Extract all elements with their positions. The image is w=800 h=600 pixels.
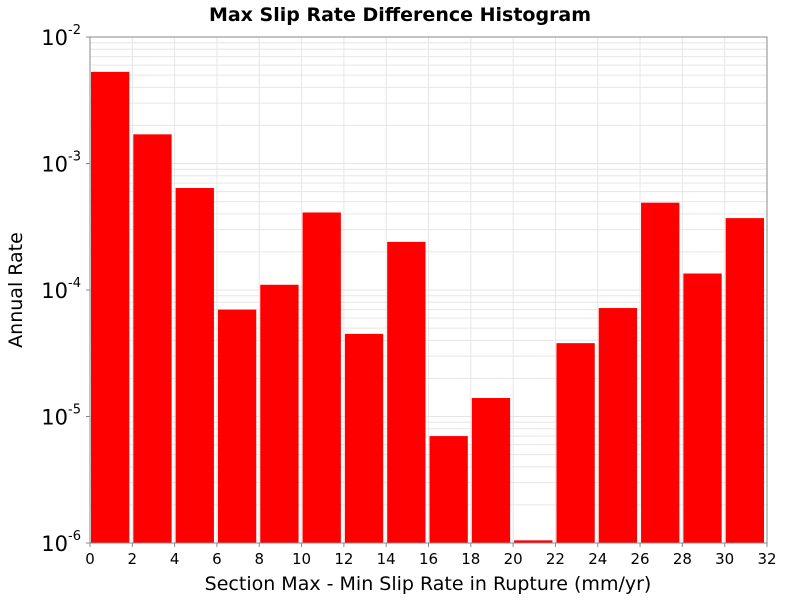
y-tick-label: 10-4 xyxy=(41,276,81,303)
x-tick-label: 14 xyxy=(377,550,396,568)
x-tick-label: 2 xyxy=(128,550,138,568)
x-tick-label: 28 xyxy=(673,550,692,568)
histogram-bar xyxy=(429,436,468,543)
x-tick-label: 0 xyxy=(85,550,95,568)
histogram-bar xyxy=(175,188,214,543)
histogram-bar xyxy=(217,309,257,543)
histogram-bar xyxy=(91,71,130,544)
x-ticks: 0 2 4 6 8 10 12 14 16 18 20 22 24 26 28 30 32 xyxy=(85,543,777,568)
x-tick-label: 10 xyxy=(292,550,311,568)
x-tick-label: 12 xyxy=(334,550,353,568)
x-tick-label: 32 xyxy=(757,550,776,568)
histogram-bar xyxy=(725,218,764,543)
y-tick-label: 10-3 xyxy=(41,150,81,177)
y-tick-label: 10-2 xyxy=(41,23,81,50)
histogram-bar xyxy=(556,343,595,543)
histogram-bar xyxy=(471,398,511,543)
x-tick-label: 26 xyxy=(631,550,650,568)
histogram-bar xyxy=(302,212,341,543)
chart-title: Max Slip Rate Difference Histogram xyxy=(209,4,591,26)
x-tick-label: 6 xyxy=(212,550,222,568)
x-tick-label: 22 xyxy=(546,550,565,568)
histogram-bar xyxy=(344,333,384,543)
histogram-bar xyxy=(260,284,299,543)
x-tick-label: 4 xyxy=(170,550,180,568)
x-tick-label: 16 xyxy=(419,550,438,568)
x-axis-label: Section Max - Min Slip Rate in Rupture (… xyxy=(205,573,652,595)
histogram-bar xyxy=(514,540,553,543)
y-tick-label: 10-6 xyxy=(41,529,81,556)
histogram-bar xyxy=(133,134,172,543)
x-tick-label: 24 xyxy=(588,550,607,568)
histogram-bar xyxy=(683,273,722,543)
y-ticks: 10-2 10-3 10-4 10-5 10-6 xyxy=(41,23,90,556)
y-axis-label: Annual Rate xyxy=(5,232,27,348)
histogram-bar xyxy=(598,308,638,543)
x-tick-label: 20 xyxy=(504,550,523,568)
y-tick-label: 10-5 xyxy=(41,403,81,430)
histogram-bar xyxy=(387,241,426,544)
bars xyxy=(91,71,764,544)
x-tick-label: 30 xyxy=(715,550,734,568)
histogram-bar xyxy=(641,202,680,544)
x-tick-label: 8 xyxy=(254,550,264,568)
x-tick-label: 18 xyxy=(461,550,480,568)
